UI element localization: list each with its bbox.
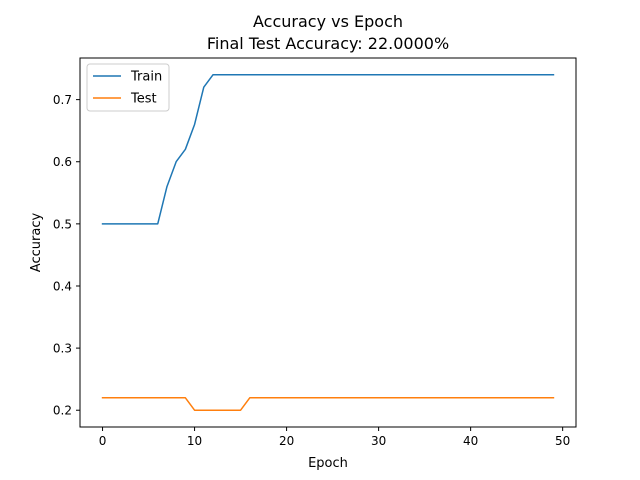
x-tick-label: 40	[463, 434, 478, 448]
x-tick-label: 0	[99, 434, 107, 448]
y-tick-label: 0.4	[53, 279, 72, 293]
y-tick-label: 0.3	[53, 342, 72, 356]
x-tick-label: 20	[279, 434, 294, 448]
x-axis-label: Epoch	[308, 456, 348, 471]
y-tick-label: 0.7	[53, 93, 72, 107]
x-tick-label: 50	[555, 434, 570, 448]
y-tick-label: 0.5	[53, 217, 72, 231]
series-line-train	[101, 74, 555, 225]
legend-label-test: Test	[130, 92, 157, 107]
y-axis-label: Accuracy	[29, 213, 44, 273]
y-tick-label: 0.2	[53, 404, 72, 418]
axes-ticks: 0 10 20 30 40 50 0.2 0.3 0.4 0.5 0.6 0.7	[53, 93, 570, 448]
chart-subtitle: Final Test Accuracy: 22.0000%	[207, 34, 449, 53]
plot-frame	[79, 57, 577, 428]
x-tick-label: 30	[371, 434, 386, 448]
y-tick-label: 0.6	[53, 155, 72, 169]
chart-title: Accuracy vs Epoch	[253, 12, 403, 31]
plot-lines	[101, 74, 555, 411]
legend: Train Test	[86, 63, 170, 112]
legend-label-train: Train	[130, 70, 162, 85]
x-tick-label: 10	[187, 434, 202, 448]
series-line-test	[101, 397, 555, 411]
